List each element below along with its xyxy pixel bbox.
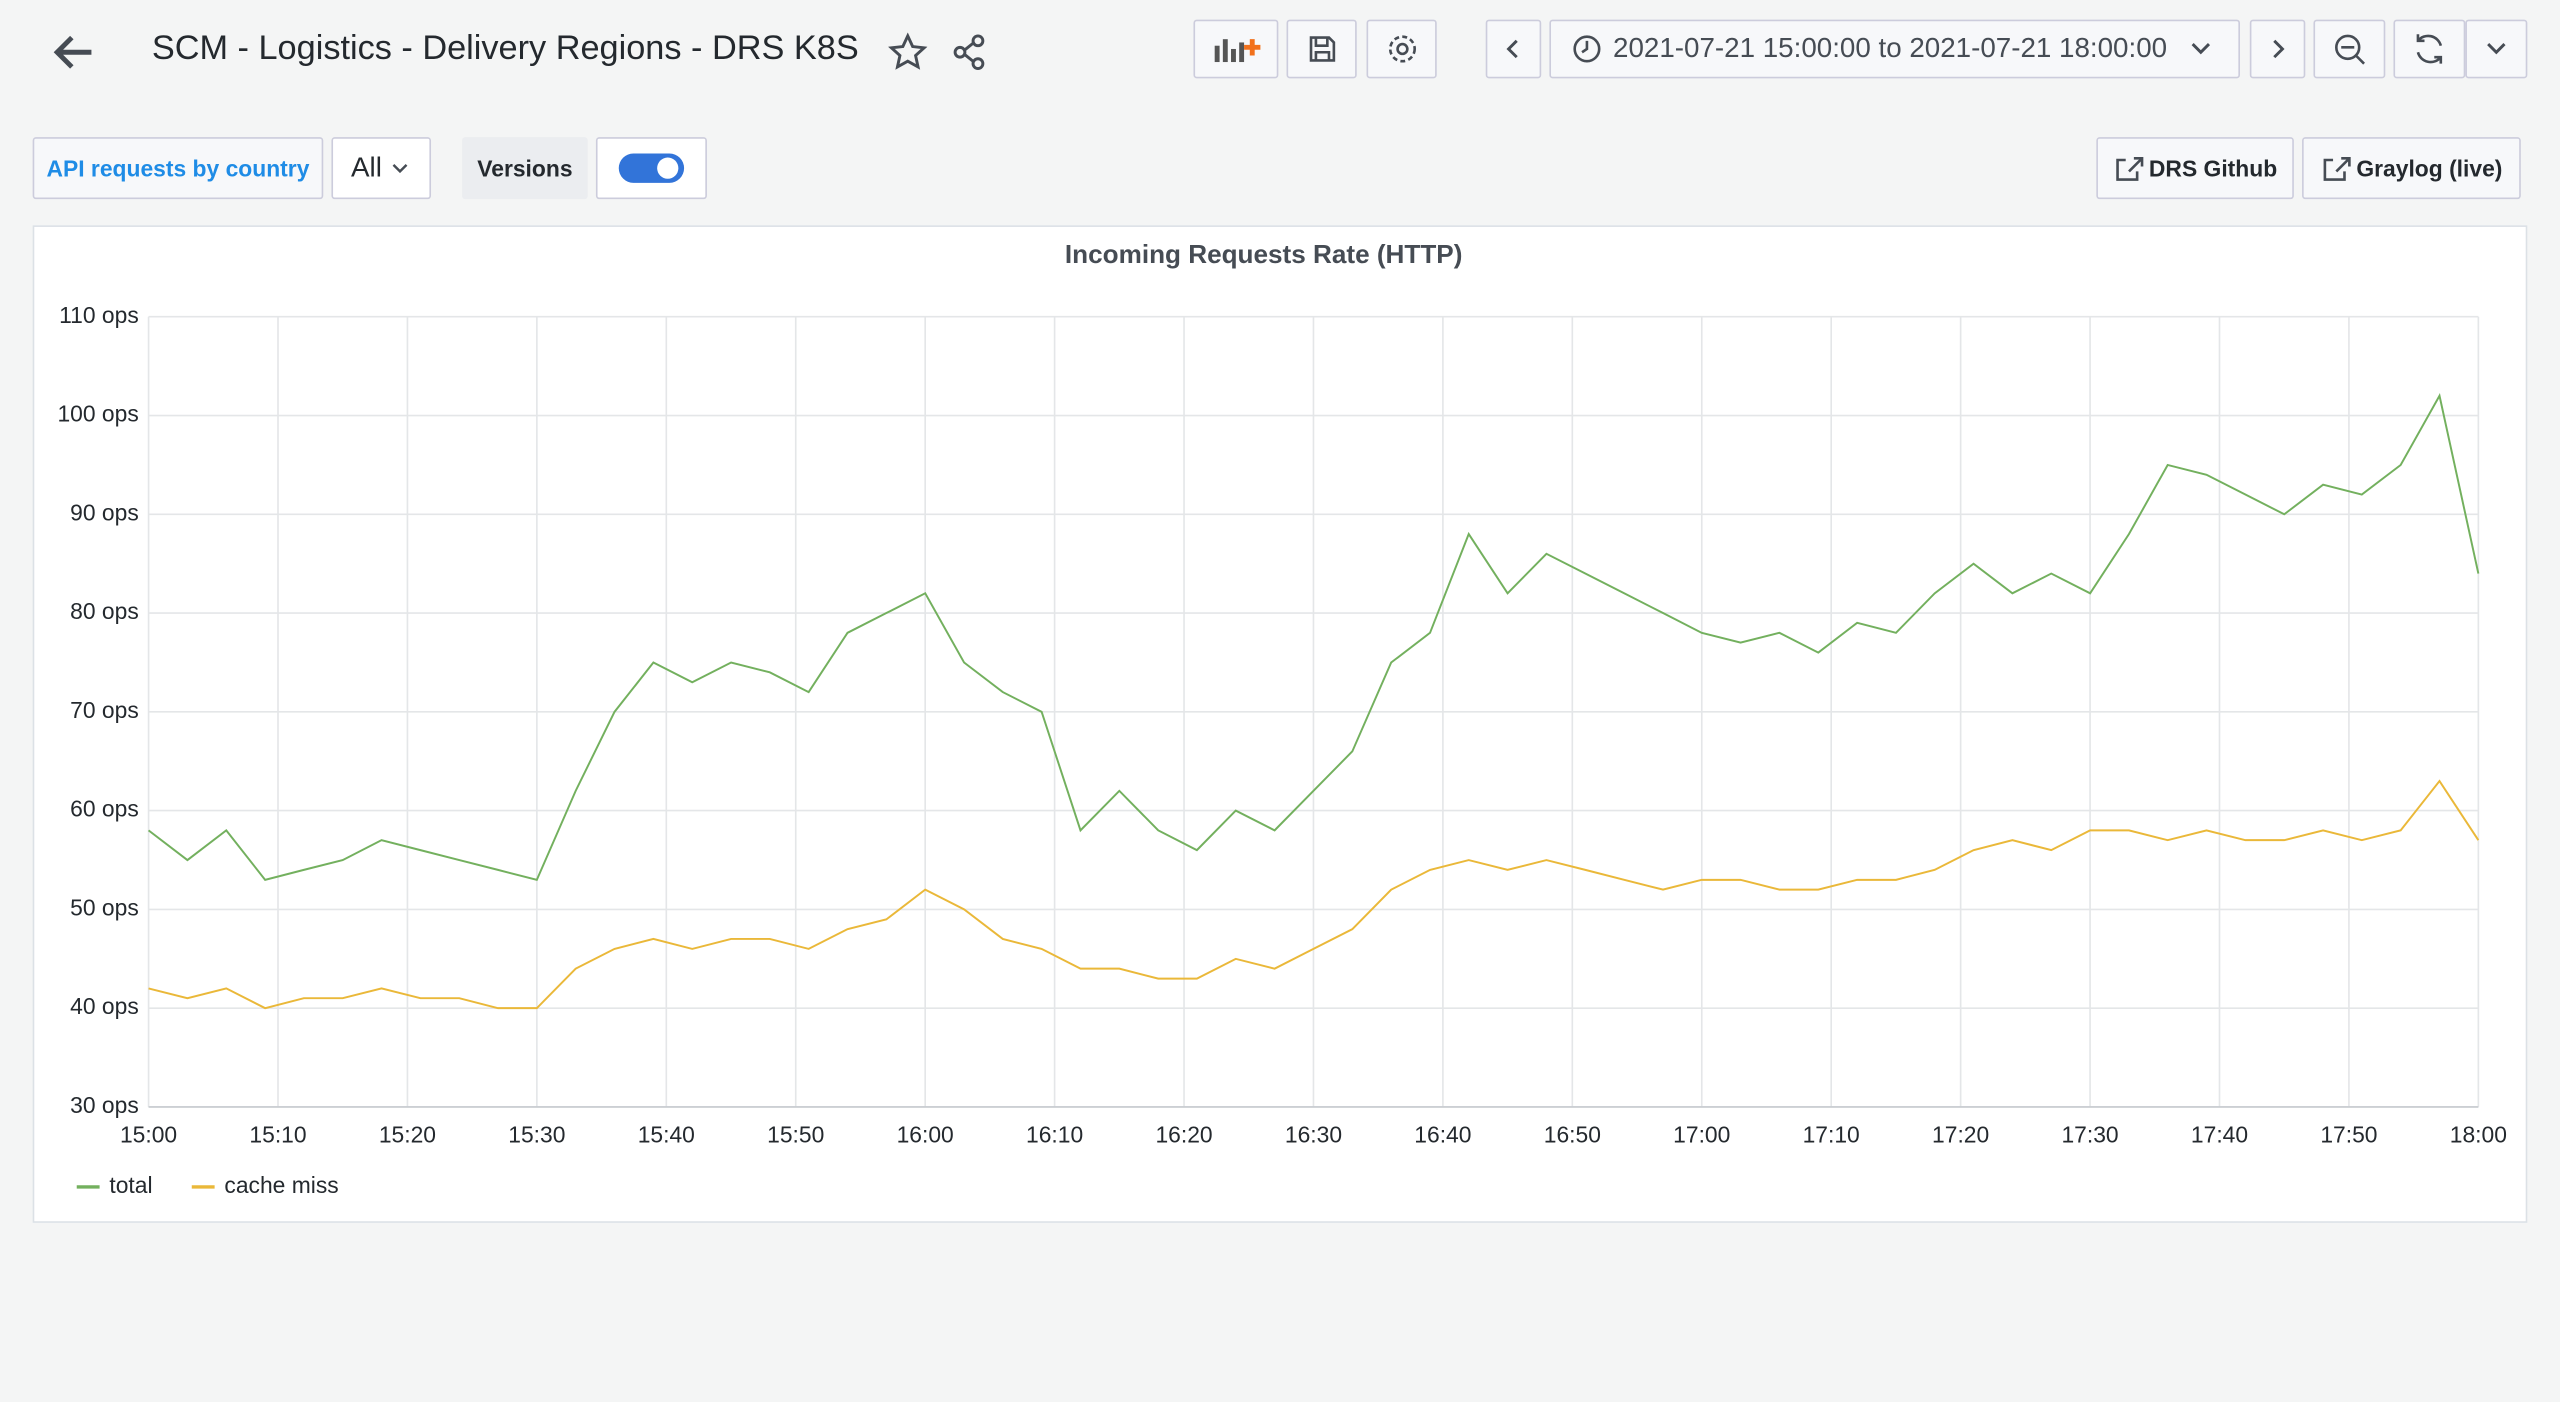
x-tick-label: 17:40 — [2191, 1121, 2248, 1147]
chevron-left — [1506, 39, 1518, 59]
refresh-icon — [2416, 34, 2443, 64]
x-tick-label: 15:50 — [767, 1121, 824, 1147]
y-tick-label: 40 ops — [70, 993, 139, 1019]
series-line — [148, 779, 2480, 1010]
variable-select[interactable]: All — [331, 137, 432, 200]
legend-label: total — [109, 1172, 152, 1198]
link-label: DRS Github — [2148, 155, 2278, 182]
y-tick-label: 90 ops — [70, 499, 139, 525]
panel: Incoming Requests Rate (HTTP) 30 ops 40 o… — [32, 225, 2528, 1223]
link-button[interactable]: Graylog (live) — [2302, 137, 2521, 200]
time-back-button[interactable] — [1485, 19, 1542, 79]
dashboard-title: SCM - Logistics - Delivery Regions - DRS… — [151, 29, 859, 67]
save-icon — [1308, 36, 1335, 62]
y-tick-label: 110 ops — [59, 302, 139, 328]
external-link-icon — [2116, 157, 2144, 181]
chart-title: Incoming Requests Rate (HTTP) — [1065, 239, 1462, 269]
settings-icon — [1388, 35, 1416, 63]
external-link-icon — [2324, 157, 2352, 181]
back-button[interactable] — [49, 29, 101, 75]
x-tick-label: 15:40 — [638, 1121, 695, 1147]
x-tick-label: 16:10 — [1026, 1121, 1083, 1147]
versions-toggle[interactable] — [595, 137, 707, 200]
y-tick-label: 100 ops — [57, 401, 138, 427]
legend-label: cache miss — [224, 1172, 338, 1198]
y-tick-label: 50 ops — [70, 894, 139, 920]
x-tick-label: 16:20 — [1155, 1121, 1212, 1147]
x-tick-label: 15:10 — [249, 1121, 306, 1147]
zoom-out-button[interactable] — [2313, 19, 2386, 79]
toggle-switch — [618, 153, 685, 183]
x-tick-label: 18:00 — [2450, 1121, 2507, 1147]
time-forward-button[interactable] — [2249, 19, 2306, 79]
share-icon[interactable] — [950, 33, 989, 72]
x-tick-label: 17:50 — [2320, 1121, 2377, 1147]
chevron-down — [392, 164, 408, 174]
x-tick-label: 17:00 — [1673, 1121, 1730, 1147]
x-tick-label: 16:40 — [1414, 1121, 1471, 1147]
chart: Incoming Requests Rate (HTTP) 30 ops 40 o… — [57, 239, 2507, 1198]
y-tick-label: 70 ops — [70, 697, 139, 723]
x-tick-label: 15:30 — [508, 1121, 565, 1147]
x-tick-label: 17:20 — [1932, 1121, 1989, 1147]
chevron-down — [2192, 43, 2211, 55]
x-tick-label: 17:10 — [1803, 1121, 1860, 1147]
variable-label: API requests by country — [32, 137, 324, 200]
add-panel-icon — [1214, 39, 1261, 63]
clock-icon — [1573, 35, 1601, 63]
time-picker[interactable]: 2021-07-21 15:00:00 to 2021-07-21 18:00:… — [1549, 19, 2240, 79]
zoom-icon — [2335, 34, 2366, 65]
x-tick-label: 16:00 — [897, 1121, 954, 1147]
x-tick-label: 15:20 — [379, 1121, 436, 1147]
chevron-down — [2487, 43, 2506, 55]
y-tick-label: 60 ops — [70, 796, 139, 822]
link-button[interactable]: DRS Github — [2096, 137, 2294, 200]
series-line — [147, 393, 2480, 881]
x-tick-label: 15:00 — [120, 1121, 177, 1147]
settings-button[interactable] — [1366, 19, 1437, 79]
chevron-right — [2273, 39, 2285, 59]
y-tick-label: 80 ops — [70, 598, 139, 624]
y-tick-label: 30 ops — [70, 1092, 139, 1118]
variable-value: All — [351, 151, 382, 183]
versions-label: Versions — [462, 137, 588, 200]
x-tick-label: 16:50 — [1544, 1121, 1601, 1147]
x-tick-label: 16:30 — [1285, 1121, 1342, 1147]
refresh-interval-button[interactable] — [2465, 19, 2528, 79]
star-icon[interactable] — [888, 32, 928, 72]
refresh-button[interactable] — [2393, 19, 2466, 79]
save-button[interactable] — [1286, 19, 1357, 79]
x-tick-label: 17:30 — [2061, 1121, 2118, 1147]
time-range: 2021-07-21 15:00:00 to 2021-07-21 18:00:… — [1613, 32, 2168, 64]
add-panel-button[interactable] — [1193, 19, 1279, 79]
link-label: Graylog (live) — [2356, 155, 2503, 182]
